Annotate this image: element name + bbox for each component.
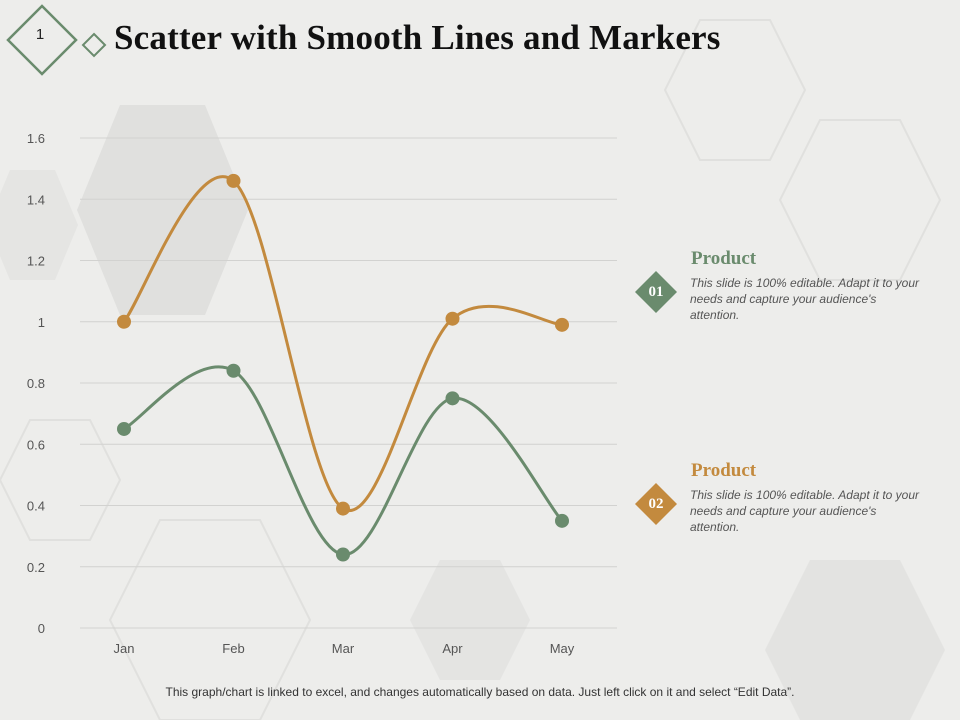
x-tick-label: Mar — [332, 641, 355, 656]
x-tick-label: Apr — [442, 641, 463, 656]
x-tick-label: Jan — [114, 641, 135, 656]
data-point-series-1-apr — [445, 391, 460, 406]
legend-diamond-01: 01 — [635, 271, 677, 313]
data-point-series-2-feb — [226, 173, 241, 188]
data-point-series-2-may — [555, 317, 569, 332]
legend-number: 01 — [648, 283, 664, 300]
diamond-icon — [635, 271, 677, 313]
x-tick-label: Feb — [222, 641, 244, 656]
x-tick-label: May — [550, 641, 575, 656]
data-point-series-2-apr — [445, 311, 460, 326]
legend-diamond-02: 02 — [635, 483, 677, 525]
y-tick-label: 0.4 — [27, 499, 45, 514]
legend-heading: Product — [691, 460, 757, 481]
series-line-1 — [122, 365, 564, 557]
y-tick-label: 1.4 — [27, 192, 45, 207]
data-point-series-1-mar — [336, 547, 350, 562]
slide-number-badge: 1 — [4, 4, 107, 76]
data-point-series-2-jan — [117, 314, 131, 329]
diamond-icon — [635, 483, 677, 525]
y-tick-label: 0.2 — [27, 560, 45, 575]
footer-note: This graph/chart is linked to excel, and… — [165, 685, 795, 699]
y-tick-label: 0.6 — [27, 437, 45, 452]
y-tick-label: 1.6 — [27, 131, 45, 146]
y-tick-label: 0.8 — [27, 376, 45, 391]
legend-item-02: 02 Product This slide is 100% editable. … — [628, 460, 928, 560]
legend-description: This slide is 100% editable. Adapt it to… — [690, 488, 920, 534]
legend-item-01: 01 Product This slide is 100% editable. … — [628, 248, 928, 348]
slide-number-diamond-icon — [6, 4, 107, 76]
data-point-series-1-may — [555, 513, 569, 528]
data-point-series-2-mar — [336, 501, 350, 516]
slide-number: 1 — [35, 25, 45, 43]
y-tick-label: 1.2 — [27, 254, 45, 269]
legend-description: This slide is 100% editable. Adapt it to… — [690, 276, 920, 322]
series-line-2 — [122, 175, 564, 513]
legend-heading: Product — [691, 248, 757, 269]
y-tick-label: 1 — [38, 315, 45, 330]
y-tick-label: 0 — [38, 621, 45, 636]
data-point-series-1-jan — [117, 421, 131, 436]
data-point-series-1-feb — [226, 363, 241, 378]
legend-number: 02 — [648, 495, 664, 512]
page-title: Scatter with Smooth Lines and Markers — [114, 18, 721, 57]
